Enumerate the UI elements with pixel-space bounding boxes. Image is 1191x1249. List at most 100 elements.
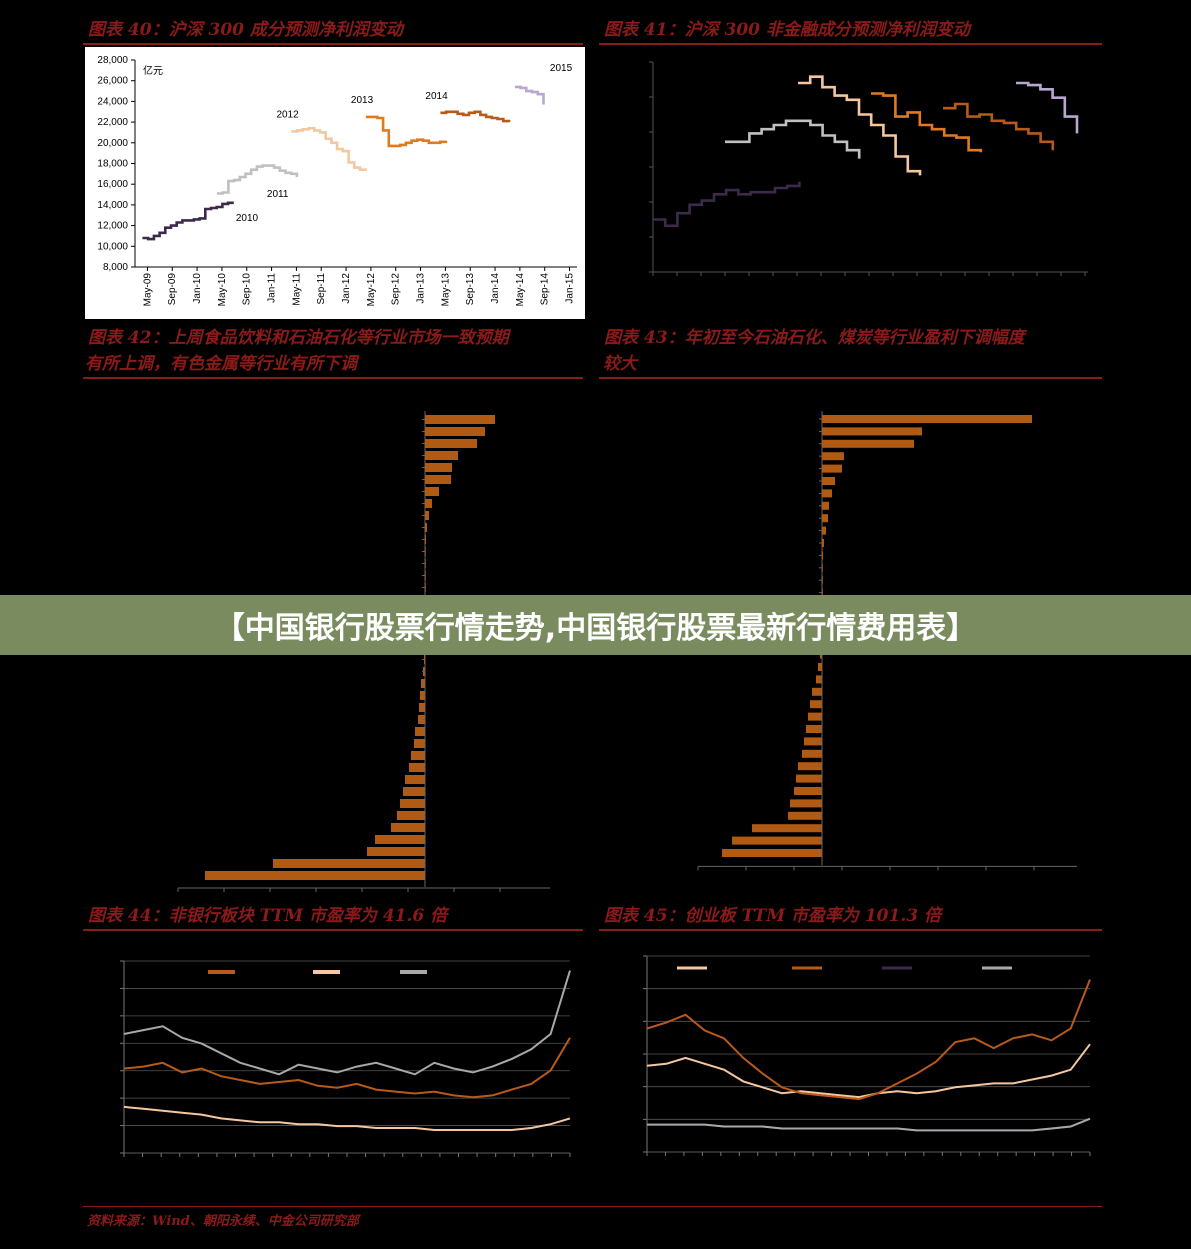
chart40-y-tick-label: 22,000: [97, 117, 128, 128]
chart43-title-rule: [599, 377, 1102, 379]
chart43: [697, 411, 1077, 871]
chart44-series-B: [123, 1105, 571, 1131]
chart43-bar: [822, 526, 826, 535]
chart41-title: 图表 41：沪深 300 非金融成分预测净利润变动: [604, 20, 970, 40]
chart40-x-tick-label: May-11: [291, 273, 302, 306]
chart40-series-label-2010: 2010: [236, 213, 259, 224]
chart42-bar: [425, 439, 477, 448]
chart40-series-2010: [142, 201, 234, 241]
chart42-bar: [400, 799, 425, 808]
chart40-x-tick-label: May-14: [515, 273, 526, 307]
chart40-series-label-2015: 2015: [550, 63, 573, 74]
chart40-x-tick-label: Jan-10: [192, 273, 203, 304]
chart40-y-tick-label: 10,000: [97, 241, 128, 252]
chart42-bar: [391, 823, 425, 832]
chart43-bar: [802, 749, 822, 758]
chart40-series-label-2011: 2011: [267, 189, 289, 200]
chart40-y-tick-label: 16,000: [97, 179, 128, 190]
chart43-bar: [822, 464, 842, 473]
chart42-bar: [425, 499, 432, 508]
chart40-x-tick-label: Jan-12: [341, 273, 352, 304]
chart42-bar: [397, 811, 425, 820]
chart43-bar: [732, 836, 822, 845]
headline-banner[interactable]: 【中国银行股票行情走势,中国银行股票最新行情费用表】: [0, 595, 1191, 655]
chart42-bar: [273, 859, 425, 868]
chart40-x-tick-label: Sep-10: [242, 273, 253, 306]
chart45-series-D: [647, 1117, 1091, 1132]
chart42-bar: [403, 787, 425, 796]
chart41-series-4: [871, 92, 983, 153]
chart42-bar: [409, 763, 425, 772]
chart43-bar: [808, 712, 822, 721]
chart43-bar: [822, 514, 828, 523]
chart44-title-rule: [83, 929, 583, 931]
chart45-series-A: [646, 1043, 1091, 1099]
chart42-bar: [425, 415, 495, 424]
chart42-bar: [414, 739, 425, 748]
chart40-y-tick-label: 12,000: [97, 221, 128, 232]
chart40-x-tick-label: Sep-12: [391, 273, 402, 306]
chart41-series-2: [725, 119, 861, 159]
chart42-title-line2: 有所上调，有色金属等行业有所下调: [85, 354, 357, 374]
chart42-bar: [425, 583, 426, 592]
chart43-bar: [822, 563, 823, 572]
chart42-bar: [425, 451, 458, 460]
chart42-bar: [425, 475, 451, 484]
chart40-x-tick-label: May-12: [366, 273, 377, 307]
chart43-bar: [812, 687, 822, 696]
chart42-bar: [425, 487, 439, 496]
chart42-bar: [411, 751, 425, 760]
chart40-x-tick-label: Sep-11: [316, 273, 327, 305]
chart42-bar: [425, 535, 426, 544]
chart40-y-tick-label: 20,000: [97, 138, 128, 149]
chart45: [643, 955, 1091, 1156]
chart40-x-tick-label: Jan-11: [267, 273, 278, 303]
chart41-title-rule: [599, 43, 1102, 45]
chart42-title-rule: [83, 377, 583, 379]
chart40-x-tick-label: Sep-14: [540, 273, 551, 306]
chart44-title: 图表 44：非银行板块 TTM 市盈率为 41.6 倍: [88, 906, 448, 926]
chart42-bar: [425, 571, 426, 580]
chart43-bar: [822, 415, 1032, 423]
chart43-title-line2: 较大: [603, 354, 637, 374]
chart40-series-2012: [291, 127, 367, 171]
chart40-x-tick-label: Sep-09: [167, 273, 178, 306]
chart42-bar: [405, 775, 425, 784]
chart43-bar: [798, 762, 822, 771]
chart43-bar: [822, 501, 829, 510]
chart42-bar: [425, 463, 452, 472]
chart42-title-line1: 图表 42：上周食品饮料和石油石化等行业市场一致预期: [88, 328, 509, 348]
chart41: [649, 61, 1088, 276]
chart42-bar: [415, 727, 425, 736]
chart40-y-tick-label: 8,000: [103, 262, 128, 273]
chart40-series-label-2012: 2012: [276, 109, 299, 120]
chart45-series-B: [646, 979, 1091, 1101]
chart42: [177, 411, 550, 892]
chart40-series-2011: [216, 164, 299, 195]
chart40-series-2013: [365, 115, 448, 148]
chart40-x-tick-label: May-09: [142, 273, 153, 307]
chart45-title: 图表 45：创业板 TTM 市盈率为 101.3 倍: [604, 906, 941, 926]
chart44-series-C: [123, 970, 571, 1076]
chart42-bar: [375, 835, 425, 844]
chart40-y-tick-label: 28,000: [97, 55, 128, 66]
chart40-title: 图表 40：沪深 300 成分预测净利润变动: [88, 20, 403, 40]
chart44: [120, 960, 571, 1157]
chart43-title-line1: 图表 43：年初至今石油石化、煤炭等行业盈利下调幅度: [604, 328, 1025, 348]
chart45-title-rule: [599, 929, 1102, 931]
chart42-bar: [418, 715, 425, 724]
chart43-bar: [822, 588, 823, 597]
chart43-bar: [794, 787, 822, 795]
chart43-bar: [810, 700, 822, 709]
chart42-bar: [425, 511, 429, 520]
chart40-x-tick-label: Jan-14: [490, 273, 501, 304]
chart40-x-tick-label: Jan-13: [416, 273, 427, 304]
chart43-bar: [822, 427, 922, 436]
chart43-bar: [722, 849, 822, 857]
source-note: 资料来源：Wind、朝阳永续、中金公司研究部: [87, 1214, 359, 1229]
chart43-bar: [804, 737, 822, 746]
chart40-y-tick-label: 24,000: [97, 96, 128, 107]
chart40-y-tick-label: 26,000: [97, 76, 128, 87]
chart43-bar: [822, 551, 823, 560]
chart40-series-label-2014: 2014: [425, 91, 448, 102]
